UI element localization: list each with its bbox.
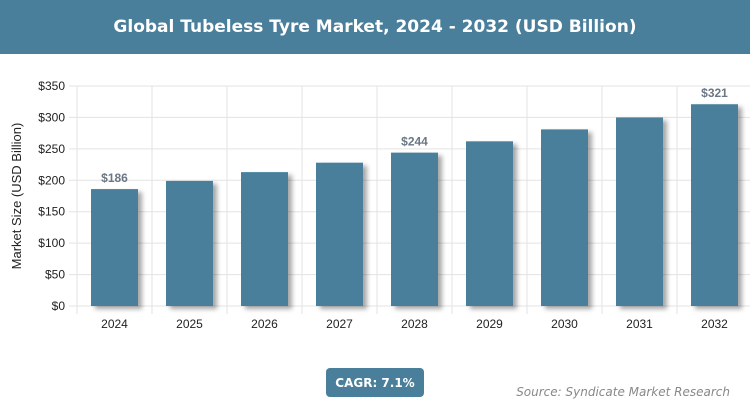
y-tick-label: $350 xyxy=(38,79,65,93)
x-tick-label: 2032 xyxy=(701,317,728,331)
y-tick-label: $200 xyxy=(38,173,65,187)
y-tick-label: $250 xyxy=(38,142,65,156)
data-label: $244 xyxy=(401,135,428,149)
bar-2028 xyxy=(391,152,438,306)
y-tick-label: $300 xyxy=(38,110,65,124)
bar-2031 xyxy=(616,117,663,306)
bar-2029 xyxy=(466,141,513,306)
chart-title: Global Tubeless Tyre Market, 2024 - 2032… xyxy=(0,0,750,54)
x-tick-label: 2030 xyxy=(551,317,578,331)
bar-2026 xyxy=(241,172,288,306)
x-tick-label: 2025 xyxy=(176,317,203,331)
x-tick-label: 2024 xyxy=(101,317,128,331)
y-tick-label: $50 xyxy=(45,268,65,282)
bar-2032 xyxy=(691,104,738,306)
source-text: Source: Syndicate Market Research xyxy=(516,385,730,399)
bar-2030 xyxy=(541,129,588,306)
y-tick-label: $0 xyxy=(52,299,66,313)
y-tick-label: $100 xyxy=(38,236,65,250)
y-axis-label: Market Size (USD Billion) xyxy=(9,123,24,270)
bar-2024 xyxy=(91,189,138,306)
bar-2025 xyxy=(166,180,213,306)
bar-chart: $0 $50 $100 $150 $200 $250 $300 $350 2024 $186 202… xyxy=(9,79,750,331)
cagr-badge: CAGR: 7.1% xyxy=(326,368,424,397)
bar-2027 xyxy=(316,162,363,306)
data-label: $321 xyxy=(701,86,728,100)
y-tick-label: $150 xyxy=(38,205,65,219)
data-label: $186 xyxy=(101,171,128,185)
x-tick-label: 2028 xyxy=(401,317,428,331)
x-tick-label: 2031 xyxy=(626,317,653,331)
x-tick-label: 2029 xyxy=(476,317,503,331)
x-tick-label: 2027 xyxy=(326,317,353,331)
x-tick-label: 2026 xyxy=(251,317,278,331)
